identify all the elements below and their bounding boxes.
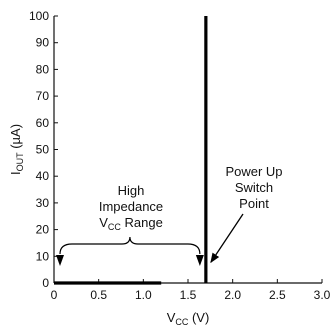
y-tick-label: 60 [36, 116, 50, 130]
y-tick-label: 20 [36, 223, 50, 237]
y-tick-label: 50 [36, 143, 50, 157]
label-suffix: Range [121, 215, 163, 230]
range-label-line3: VCC Range [99, 215, 163, 232]
y-tick-label: 100 [29, 9, 49, 23]
label-main: V [167, 310, 176, 325]
plot-area: 0 10 20 30 40 50 60 70 80 90 100 0 0.5 1.0 1.5 2.0 2.5 3.… [8, 9, 331, 327]
brace-arrow-right [195, 255, 204, 266]
y-tick-label: 40 [36, 169, 50, 183]
label-sub: CC [175, 317, 188, 327]
y-tick-label: 10 [36, 249, 50, 263]
label-sub: OUT [15, 152, 25, 172]
switch-label-line3: Point [239, 196, 269, 211]
range-label-line1: High [118, 183, 145, 198]
y-tick-label: 30 [36, 196, 50, 210]
x-tick-label: 2.5 [269, 288, 286, 302]
x-axis-label: VCC (V) [167, 310, 210, 327]
range-brace [59, 236, 201, 255]
x-tick-label: 2.0 [224, 288, 241, 302]
x-tick-label: 0.5 [90, 288, 107, 302]
label-sub: CC [108, 222, 121, 232]
x-tick-label: 1.5 [180, 288, 197, 302]
label-suffix: (V) [188, 310, 209, 325]
label-main: V [99, 215, 108, 230]
y-tick-label: 90 [36, 36, 50, 50]
y-tick-label: 70 [36, 89, 50, 103]
switch-arrow [210, 213, 244, 264]
switch-label-line1: Power Up [225, 164, 282, 179]
y-tick-label: 0 [42, 276, 49, 290]
label-main: I [8, 171, 23, 175]
y-tick-label: 80 [36, 62, 50, 76]
x-tick-label: 0 [51, 288, 58, 302]
switch-label-line2: Switch [235, 180, 273, 195]
x-tick-label: 3.0 [314, 288, 331, 302]
y-axis-label: IOUT (µA) [8, 124, 25, 175]
range-label-line2: Impedance [99, 199, 163, 214]
label-suffix: (µA) [8, 124, 23, 152]
brace-arrow-left [56, 255, 64, 266]
x-tick-label: 1.0 [135, 288, 152, 302]
